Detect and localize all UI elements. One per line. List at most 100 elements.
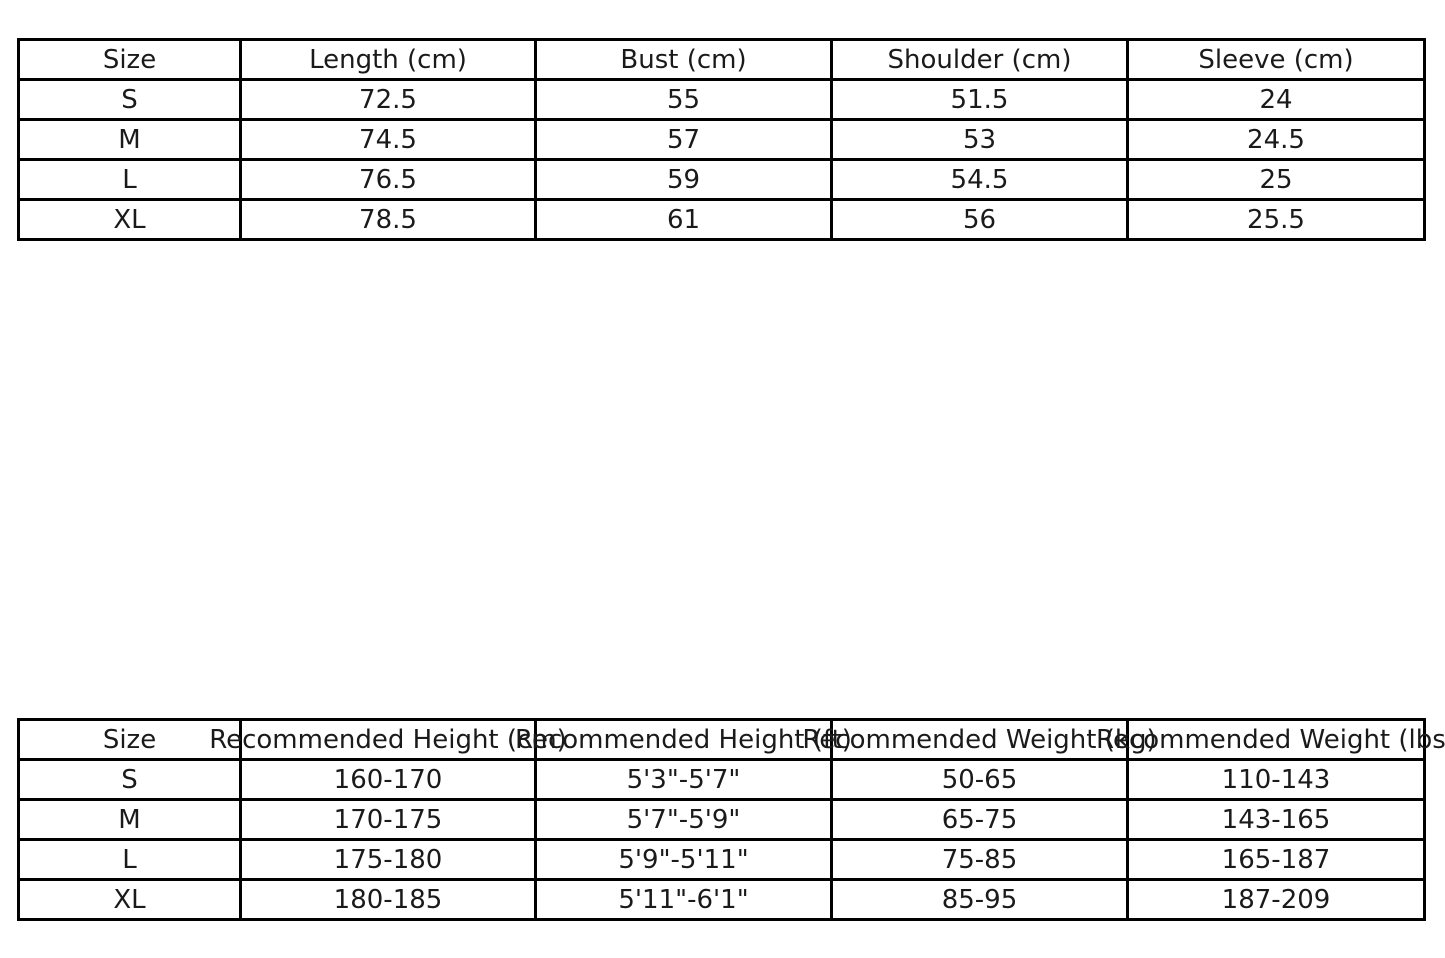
measurement-value: 72.5	[359, 84, 417, 115]
table-cell: 56	[833, 201, 1129, 241]
measurement-value: 180-185	[333, 884, 443, 915]
header-cell: Size	[20, 41, 242, 81]
column-header-label: Recommended Weight (kg)	[802, 724, 1157, 755]
table-cell: 5'3"-5'7"	[537, 761, 833, 801]
size-value: S	[121, 764, 138, 795]
column-header-label: Sleeve (cm)	[1198, 44, 1354, 75]
table-cell: 5'9"-5'11"	[537, 841, 833, 881]
table-cell: 85-95	[833, 881, 1129, 921]
table-cell: L	[20, 161, 242, 201]
size-recommendations-table: Size Recommended Height (cm) Recommended H…	[17, 718, 1445, 921]
measurement-value: 53	[962, 124, 997, 155]
measurement-value: 65-75	[941, 804, 1018, 835]
measurement-value: 170-175	[333, 804, 443, 835]
header-cell: Length (cm)	[242, 41, 537, 81]
header-cell: Bust (cm)	[537, 41, 833, 81]
table-cell: 165-187	[1129, 841, 1426, 881]
size-value: M	[118, 804, 141, 835]
measurement-value: 56	[962, 204, 997, 235]
measurement-value: 143-165	[1221, 804, 1331, 835]
column-header-label: Recommended Weight (lbs)	[1096, 724, 1445, 755]
size-value: XL	[113, 884, 146, 915]
table-cell: 110-143	[1129, 761, 1426, 801]
table-cell: 5'11"-6'1"	[537, 881, 833, 921]
table-cell: 25	[1129, 161, 1426, 201]
measurement-value: 5'11"-6'1"	[618, 884, 749, 915]
table-cell: M	[20, 801, 242, 841]
table-cell: 143-165	[1129, 801, 1426, 841]
column-header-label: Recommended Height (cm)	[209, 724, 567, 755]
measurement-value: 78.5	[359, 204, 417, 235]
table-cell: 65-75	[833, 801, 1129, 841]
measurement-value: 5'9"-5'11"	[618, 844, 749, 875]
table-cell: L	[20, 841, 242, 881]
table-cell: 24.5	[1129, 121, 1426, 161]
table-cell: M	[20, 121, 242, 161]
table-cell: S	[20, 81, 242, 121]
measurement-value: 76.5	[359, 164, 417, 195]
column-header-label: Bust (cm)	[620, 44, 747, 75]
measurement-value: 110-143	[1221, 764, 1331, 795]
measurement-value: 5'7"-5'9"	[626, 804, 741, 835]
table-cell: S	[20, 761, 242, 801]
table-cell: 51.5	[833, 81, 1129, 121]
table-cell: 160-170	[242, 761, 537, 801]
measurement-value: 75-85	[941, 844, 1018, 875]
table-cell: 54.5	[833, 161, 1129, 201]
measurement-value: 59	[666, 164, 701, 195]
size-value: S	[121, 84, 138, 115]
measurement-value: 55	[666, 84, 701, 115]
header-cell: Recommended Weight (kg)	[802, 721, 1157, 761]
measurement-value: 85-95	[941, 884, 1018, 915]
table-cell: 59	[537, 161, 833, 201]
table-cell: 180-185	[242, 881, 537, 921]
column-header-label: Size	[102, 44, 157, 75]
table-cell: 170-175	[242, 801, 537, 841]
size-value: M	[118, 124, 141, 155]
table-cell: 72.5	[242, 81, 537, 121]
table-cell: 76.5	[242, 161, 537, 201]
measurement-value: 24.5	[1247, 124, 1305, 155]
measurement-value: 54.5	[950, 164, 1009, 195]
table-cell: 175-180	[242, 841, 537, 881]
measurement-value: 5'3"-5'7"	[626, 764, 741, 795]
table-cell: 55	[537, 81, 833, 121]
table-cell: 57	[537, 121, 833, 161]
table-cell: 53	[833, 121, 1129, 161]
measurement-value: 165-187	[1221, 844, 1331, 875]
table-cell: 187-209	[1129, 881, 1426, 921]
table-cell: 5'7"-5'9"	[537, 801, 833, 841]
measurement-value: 25	[1259, 164, 1293, 195]
table-cell: 61	[537, 201, 833, 241]
header-cell: Shoulder (cm)	[833, 41, 1129, 81]
size-value: L	[122, 844, 137, 875]
table-cell: 50-65	[833, 761, 1129, 801]
header-cell: Size	[20, 721, 242, 761]
table-cell: XL	[20, 881, 242, 921]
measurement-value: 74.5	[359, 124, 417, 155]
measurement-value: 57	[666, 124, 701, 155]
measurement-value: 160-170	[333, 764, 443, 795]
header-cell: Recommended Weight (lbs)	[1096, 721, 1445, 761]
size-value: L	[122, 164, 137, 195]
measurement-value: 175-180	[333, 844, 443, 875]
column-header-label: Shoulder (cm)	[887, 44, 1072, 75]
header-cell: Recommended Height (ft)	[515, 721, 852, 761]
measurement-value: 187-209	[1221, 884, 1331, 915]
header-cell: Recommended Height (cm)	[209, 721, 567, 761]
column-header-label: Length (cm)	[309, 44, 467, 75]
measurement-value: 51.5	[950, 84, 1009, 115]
column-header-label: Recommended Height (ft)	[515, 724, 852, 755]
column-header-label: Size	[102, 724, 157, 755]
table-cell: 78.5	[242, 201, 537, 241]
garment-measurements-table: Size Length (cm) Bust (cm) Shoulder (cm) Sle…	[17, 38, 1426, 241]
measurement-value: 50-65	[941, 764, 1018, 795]
table-cell: XL	[20, 201, 242, 241]
measurement-value: 25.5	[1247, 204, 1305, 235]
table-cell: 24	[1129, 81, 1426, 121]
header-cell: Sleeve (cm)	[1129, 41, 1426, 81]
size-value: XL	[113, 204, 146, 235]
table-cell: 74.5	[242, 121, 537, 161]
table-cell: 25.5	[1129, 201, 1426, 241]
table-cell: 75-85	[833, 841, 1129, 881]
